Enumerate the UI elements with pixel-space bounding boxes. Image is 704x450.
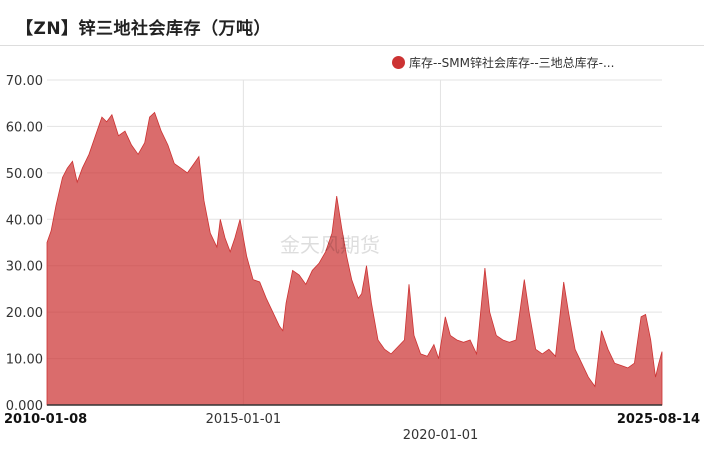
legend-label: 库存--SMM锌社会库存--三地总库存-...: [409, 56, 615, 70]
y-tick-label: 50.00: [6, 167, 43, 182]
legend-marker: [392, 56, 405, 69]
chart-title: 【ZN】锌三地社会库存（万吨）: [16, 19, 272, 39]
x-tick-label: 2025-08-14: [617, 412, 700, 427]
y-tick-label: 10.00: [6, 353, 43, 368]
x-axis: 2010-01-08 2015-01-01 2020-01-01 2025-08-14: [4, 404, 700, 443]
x-tick-label: 2020-01-01: [403, 428, 479, 443]
y-tick-label: 20.00: [6, 306, 43, 321]
title-divider: [0, 45, 704, 46]
x-tick-label: 2015-01-01: [206, 412, 282, 427]
watermark: 金天风期货: [280, 233, 380, 257]
legend[interactable]: 库存--SMM锌社会库存--三地总库存-...: [392, 54, 614, 71]
y-tick-label: 0.000: [6, 399, 43, 414]
y-tick-label: 40.00: [6, 213, 43, 228]
series-area[interactable]: [46, 111, 663, 406]
y-tick-label: 30.00: [6, 260, 43, 275]
y-axis: 0.000 10.00 20.00 30.00 40.00 50.00 60.00 70.00: [6, 74, 43, 414]
x-tick-label: 2010-01-08: [4, 412, 87, 427]
y-tick-label: 70.00: [6, 74, 43, 89]
series-area-path[interactable]: [46, 111, 663, 406]
y-tick-label: 60.00: [6, 120, 43, 135]
